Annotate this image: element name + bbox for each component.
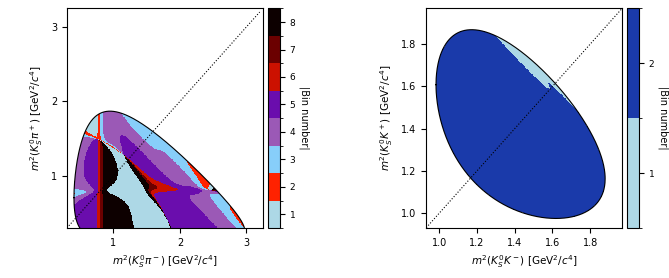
X-axis label: $m^2(K^0_S\pi^-)$ [GeV$^2/c^4$]: $m^2(K^0_S\pi^-)$ [GeV$^2/c^4$] xyxy=(112,253,218,270)
Y-axis label: $m^2(K^0_SK^+)$ [GeV$^2/c^4$]: $m^2(K^0_SK^+)$ [GeV$^2/c^4$] xyxy=(379,65,395,172)
Y-axis label: |Bin number|: |Bin number| xyxy=(299,86,309,150)
Y-axis label: $m^2(K^0_S\pi^+)$ [GeV$^2/c^4$]: $m^2(K^0_S\pi^+)$ [GeV$^2/c^4$] xyxy=(29,65,45,171)
X-axis label: $m^2(K^0_SK^-)$ [GeV$^2/c^4$]: $m^2(K^0_SK^-)$ [GeV$^2/c^4$] xyxy=(471,253,577,270)
Y-axis label: |Bin number|: |Bin number| xyxy=(658,86,668,150)
